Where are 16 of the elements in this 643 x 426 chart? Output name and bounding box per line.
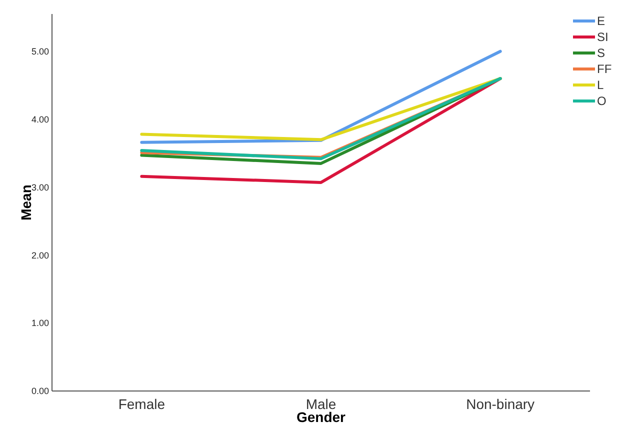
- y-tick-label: 3.00: [31, 182, 49, 192]
- legend-label: SI: [597, 30, 608, 44]
- legend-label: E: [597, 14, 606, 28]
- legend-label: S: [597, 46, 606, 60]
- y-tick-label: 0.00: [31, 386, 49, 396]
- legend-label: O: [597, 94, 606, 108]
- y-tick-label: 4.00: [31, 114, 49, 124]
- y-tick-label: 5.00: [31, 46, 49, 57]
- y-tick-label: 2.00: [31, 250, 49, 260]
- legend-label: FF: [597, 62, 612, 76]
- x-tick-label: Male: [306, 396, 336, 412]
- x-tick-label: Female: [118, 396, 166, 412]
- x-tick-label: Non-binary: [466, 396, 535, 412]
- legend-label: L: [597, 78, 604, 92]
- y-tick-label: 1.00: [31, 318, 49, 328]
- x-axis-title: Gender: [296, 409, 346, 425]
